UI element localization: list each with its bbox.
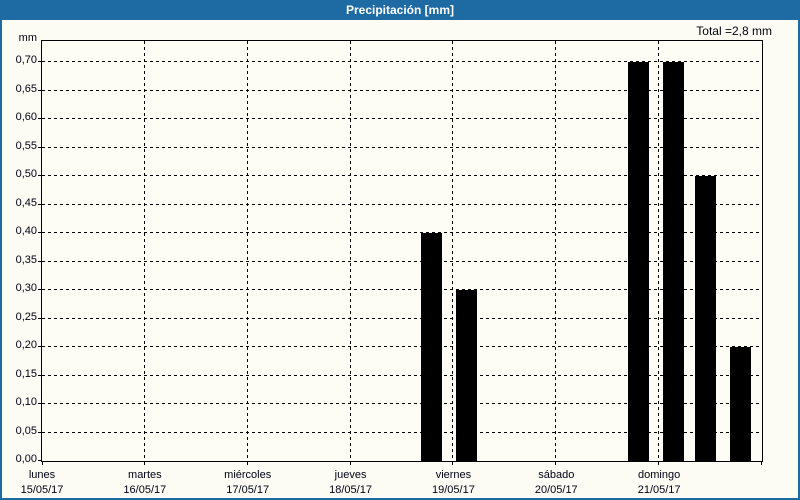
y-axis-tick [38, 460, 42, 461]
y-gridline [42, 232, 762, 233]
day-date: 18/05/17 [329, 484, 372, 496]
day-name: martes [128, 469, 162, 481]
chart-plot-area: 0,70 0,65 0,60 0,55 0,50 0,45 0,40 0,35 0,30 0,25… [16, 40, 763, 496]
y-gridline [42, 260, 762, 262]
y-axis-tick [38, 61, 42, 62]
day-date: 21/05/17 [637, 484, 681, 496]
day-name: jueves [334, 469, 367, 481]
y-tick-label: 0,50 [15, 168, 37, 180]
y-gridline [42, 403, 762, 404]
day-label: miércoles 17/05/17 [188, 468, 308, 498]
y-gridline [42, 175, 762, 176]
y-tick-label: 0,10 [15, 396, 37, 408]
window-border-left [0, 0, 2, 500]
x-gridline [246, 41, 248, 461]
y-axis-unit-label: mm [18, 32, 37, 44]
y-tick-label: 0,30 [15, 282, 37, 294]
precipitation-bar [695, 176, 716, 461]
day-label: domingo 21/05/17 [599, 468, 719, 498]
y-axis-tick [38, 175, 42, 176]
y-tick-label: 0,15 [15, 367, 37, 380]
y-gridline [42, 118, 762, 119]
y-axis-tick [38, 260, 42, 262]
y-tick-label: 0,20 [15, 339, 37, 351]
day-name: miércoles [224, 469, 272, 481]
precipitation-bar [421, 233, 442, 461]
y-tick-label: 0,45 [15, 196, 37, 209]
x-gridline [658, 41, 660, 461]
day-name: viernes [435, 469, 472, 481]
day-date: 16/05/17 [123, 484, 167, 496]
y-tick-label: 0,60 [15, 111, 37, 123]
y-gridline [42, 431, 762, 433]
precipitation-bar [730, 347, 751, 461]
y-gridline [42, 89, 762, 91]
window-title-bar: Precipitación [mm] [0, 0, 800, 20]
window-border-right [798, 0, 800, 500]
precipitation-bar [628, 62, 649, 461]
x-gridline [143, 41, 145, 461]
day-date: 15/05/17 [20, 484, 64, 496]
precipitation-bar [663, 62, 684, 461]
day-name: domingo [638, 469, 681, 481]
day-date: 20/05/17 [534, 484, 578, 496]
y-gridline [42, 317, 762, 319]
x-axis-tick [761, 461, 762, 465]
y-gridline [42, 374, 762, 376]
day-label: jueves 18/05/17 [291, 468, 411, 498]
x-axis-tick [42, 461, 43, 465]
y-gridline [42, 346, 762, 347]
y-axis-tick [38, 203, 42, 205]
y-axis-tick [38, 346, 42, 347]
x-gridline [349, 41, 351, 461]
x-axis-tick [555, 461, 557, 465]
y-gridline [42, 289, 762, 290]
window-border-bottom [0, 498, 800, 500]
day-name: sábado [538, 469, 575, 481]
y-gridline [42, 203, 762, 205]
y-gridline [42, 146, 762, 148]
day-date: 17/05/17 [226, 484, 270, 496]
y-gridline [42, 61, 762, 62]
x-axis-tick [349, 461, 351, 465]
total-precipitation-label: Total =2,8 mm [696, 24, 772, 38]
chart-title: Precipitación [mm] [345, 3, 455, 17]
y-tick-label: 0,00 [15, 453, 37, 465]
day-label: lunes 15/05/17 [0, 468, 102, 498]
x-gridline [452, 41, 454, 461]
y-tick-label: 0,05 [15, 424, 37, 437]
x-axis-tick [246, 461, 248, 465]
y-tick-label: 0,40 [15, 225, 37, 237]
y-axis-tick [38, 317, 42, 319]
y-tick-label: 0,25 [15, 310, 37, 323]
y-axis-tick [38, 232, 42, 233]
x-axis-tick [452, 461, 454, 465]
day-label: viernes 19/05/17 [393, 468, 513, 498]
x-axis-tick [143, 461, 145, 465]
y-axis-tick [38, 431, 42, 433]
y-axis-tick [38, 374, 42, 376]
y-axis-tick [38, 118, 42, 119]
day-date: 19/05/17 [432, 484, 475, 496]
y-axis-tick [38, 289, 42, 290]
y-axis-tick [38, 146, 42, 148]
day-label: martes 16/05/17 [85, 468, 205, 498]
y-axis-tick [38, 89, 42, 91]
day-label: sábado 20/05/17 [496, 468, 616, 498]
y-tick-label: 0,70 [15, 54, 37, 66]
x-axis-tick [658, 461, 660, 465]
y-tick-label: 0,55 [15, 139, 37, 152]
y-tick-label: 0,65 [15, 82, 37, 95]
y-axis-tick [38, 403, 42, 404]
y-tick-label: 0,35 [15, 253, 37, 266]
precipitation-bar [456, 290, 477, 461]
x-gridline [555, 41, 557, 461]
day-name: lunes [28, 469, 56, 481]
